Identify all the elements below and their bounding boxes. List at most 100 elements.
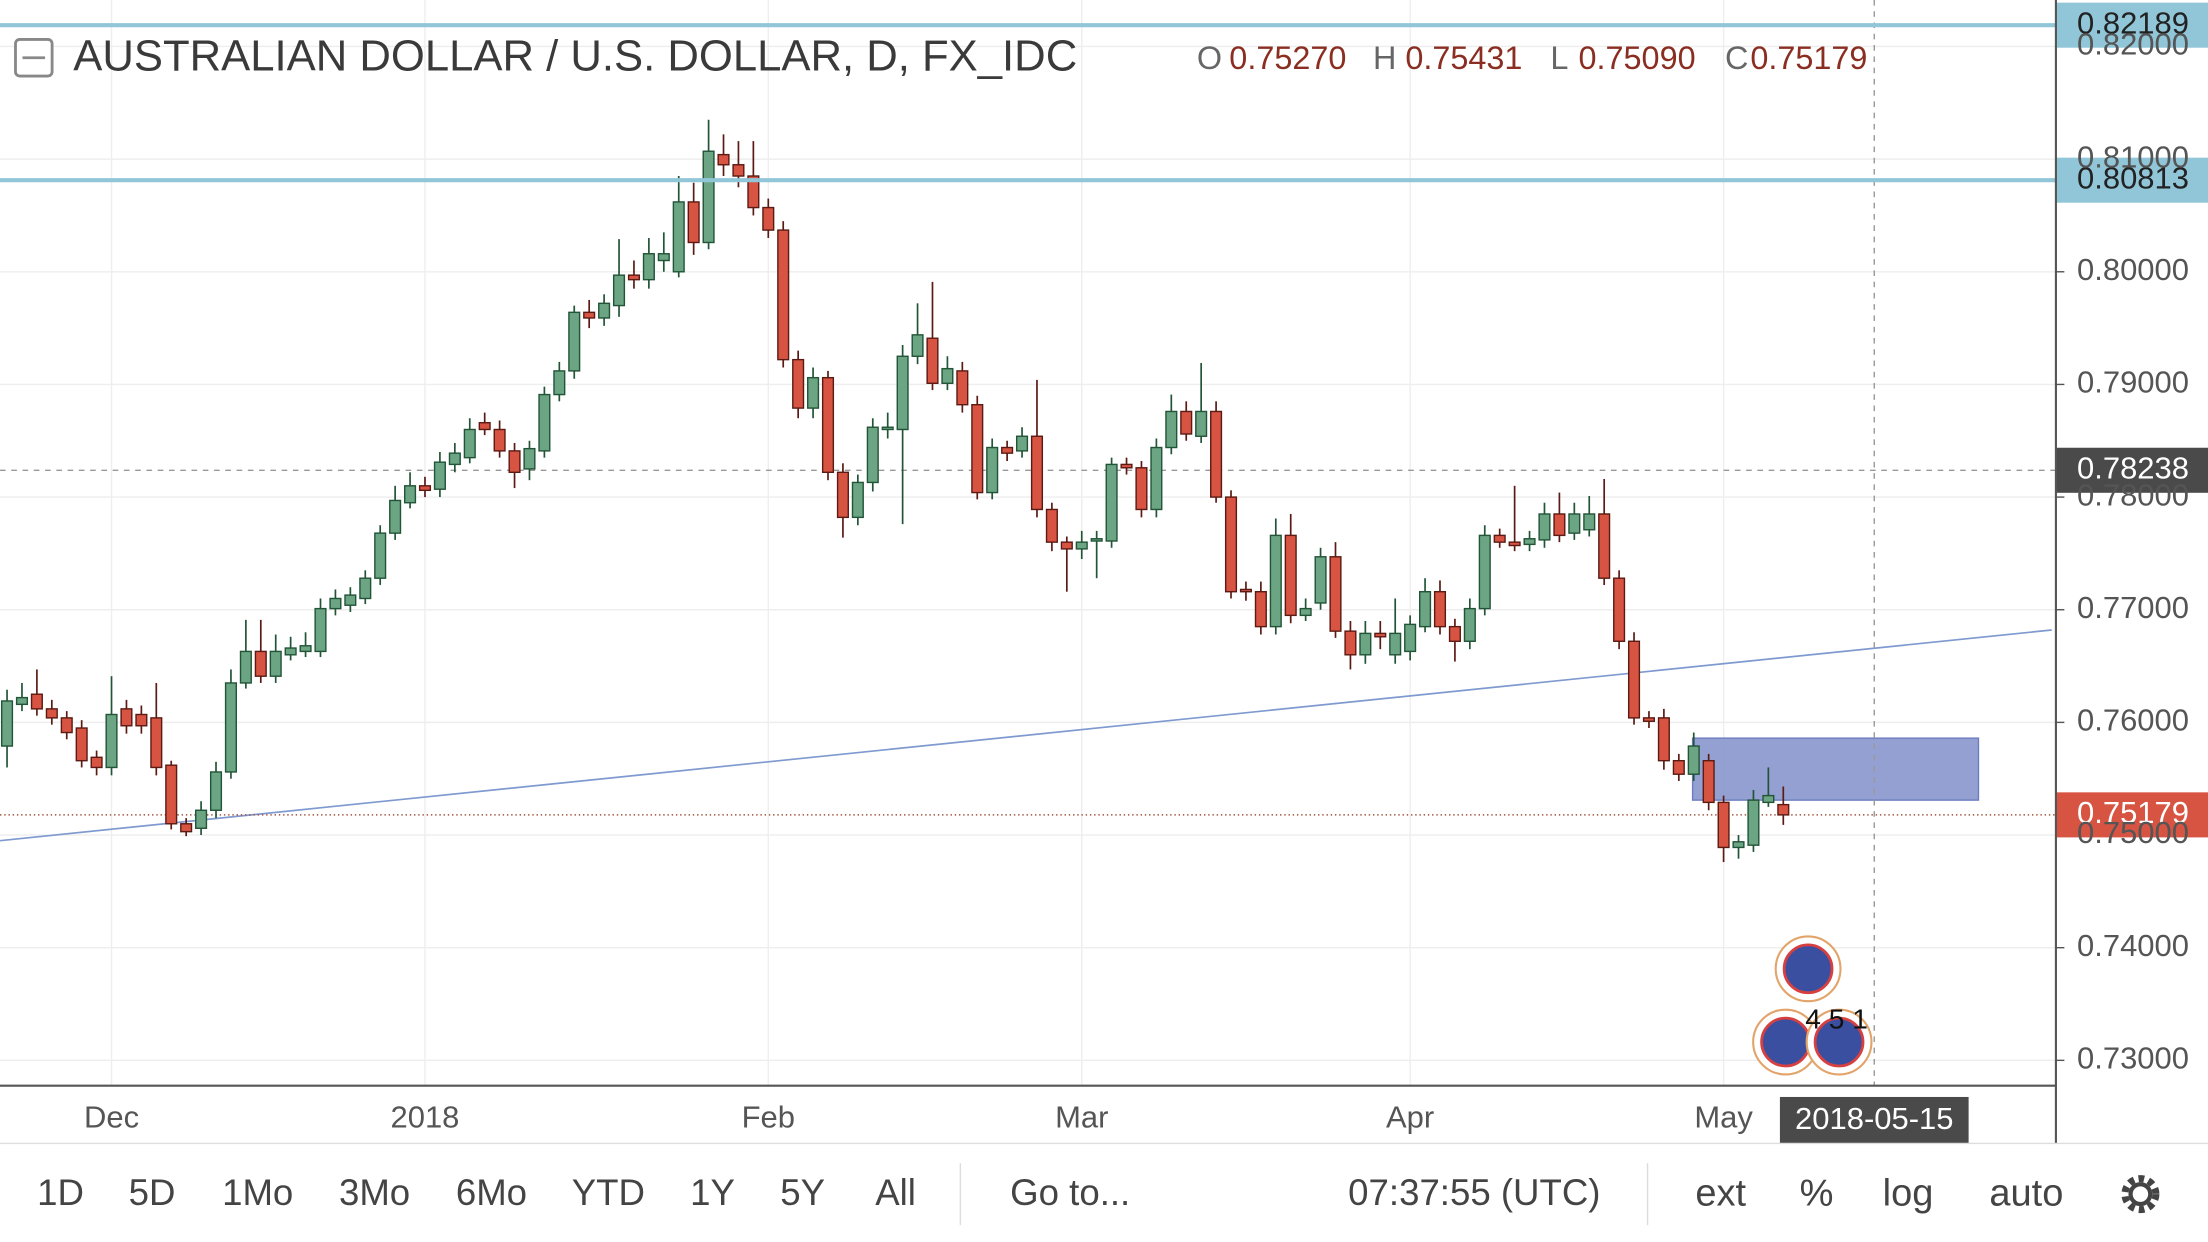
candle-body <box>986 446 999 494</box>
option-button[interactable]: log <box>1883 1173 1934 1215</box>
candle-body <box>672 201 685 273</box>
x-tick-label: 2018 <box>391 1100 460 1135</box>
range-button[interactable]: 3Mo <box>339 1172 410 1213</box>
y-tick-label: 0.77000 <box>2077 590 2189 625</box>
candle-body <box>807 376 820 409</box>
candle-body <box>1419 591 1432 628</box>
candle-body <box>657 253 670 262</box>
candle-body <box>1060 541 1073 550</box>
legend-value: 0.75090 <box>1579 40 1696 76</box>
candle-body <box>135 713 148 727</box>
y-tick-label: 0.81000 <box>2077 139 2189 174</box>
candle-body <box>418 485 432 492</box>
candle-body <box>75 727 88 762</box>
option-button[interactable]: auto <box>1989 1173 2063 1215</box>
candle-body <box>538 393 551 452</box>
event-flag <box>1782 943 1834 995</box>
candle-body <box>1329 556 1342 632</box>
y-tick-label: 0.74000 <box>2077 928 2189 963</box>
candle-body <box>1314 556 1327 604</box>
candle-body <box>30 693 43 710</box>
candle-body <box>747 175 760 209</box>
candles <box>0 119 1790 863</box>
y-tick-label: 0.76000 <box>2077 703 2189 738</box>
candle-body <box>314 607 327 653</box>
y-tick-label: 0.80000 <box>2077 252 2189 287</box>
candle-body <box>344 594 357 606</box>
trendline <box>0 629 2052 842</box>
option-button[interactable]: % <box>1800 1173 1834 1215</box>
candle-body <box>493 428 506 452</box>
settings-icon[interactable] <box>2121 1175 2160 1214</box>
range-button[interactable]: 5D <box>129 1172 176 1213</box>
candle-body <box>866 426 879 484</box>
y-tick-label: 0.82000 <box>2077 27 2189 62</box>
candle-body <box>1657 717 1670 762</box>
candle-body <box>732 164 745 177</box>
candle-body <box>1210 410 1223 498</box>
option-button[interactable]: ext <box>1695 1173 1746 1215</box>
candle-body <box>1344 630 1357 656</box>
price-label: 0.75179 <box>2077 795 2189 830</box>
candle-body <box>1180 410 1193 435</box>
candle-body <box>553 370 566 396</box>
candle-body <box>1299 607 1312 617</box>
candle-body <box>1672 759 1685 775</box>
candle-body <box>836 471 849 519</box>
candle-body <box>463 428 476 459</box>
price-label: 0.82189 <box>2077 5 2189 40</box>
candle-body <box>329 597 342 610</box>
candle-body <box>105 713 118 769</box>
goto-button[interactable]: Go to... <box>1010 1172 1130 1213</box>
candle-body <box>1001 446 1014 454</box>
range-button[interactable]: All <box>875 1172 916 1213</box>
candle-body <box>299 645 312 653</box>
price-label-box <box>2055 792 2208 838</box>
candle-body <box>404 485 417 504</box>
range-button[interactable]: YTD <box>572 1172 645 1213</box>
candle-body <box>1404 623 1417 653</box>
legend-value: 0.75179 <box>1750 40 1867 76</box>
candle-body <box>1642 717 1656 722</box>
candle-body <box>1374 632 1387 638</box>
candle-body <box>1523 538 1536 546</box>
x-tick-label: Feb <box>742 1100 795 1135</box>
candle-body <box>195 809 208 829</box>
range-button[interactable]: 1D <box>37 1172 84 1213</box>
range-button[interactable]: 6Mo <box>456 1172 527 1213</box>
range-button[interactable]: 5Y <box>780 1172 825 1213</box>
candle-body <box>612 274 626 307</box>
candle-body <box>687 201 700 244</box>
candle-body <box>1463 607 1476 642</box>
x-tick-label: Mar <box>1055 1100 1108 1135</box>
range-button[interactable]: 1Y <box>690 1172 735 1213</box>
candle-body <box>792 358 805 409</box>
overlay: O 0.75270 H 0.75431 L 0.75090 C 0.751790.821890… <box>0 2 2208 1144</box>
candle-body <box>523 447 536 470</box>
price-label-box <box>2055 157 2208 203</box>
candle-body <box>433 461 446 490</box>
candle-body <box>1135 467 1148 511</box>
candle-body <box>1015 435 1029 452</box>
clock[interactable]: 07:37:55 (UTC) <box>1348 1172 1600 1213</box>
x-tick-label: Apr <box>1386 1100 1434 1135</box>
y-tick-label: 0.73000 <box>2077 1041 2189 1076</box>
candle-body <box>881 426 894 431</box>
range-button[interactable]: 1Mo <box>222 1172 293 1213</box>
candle-body <box>448 452 461 466</box>
candle-body <box>269 650 282 677</box>
candle-body <box>478 422 491 431</box>
candle-body <box>1598 513 1611 579</box>
legend-key: C <box>1725 40 1748 76</box>
candle-body <box>165 764 178 825</box>
price-label-box <box>2055 447 2208 493</box>
candle-body <box>1627 640 1641 719</box>
legend-key: O <box>1197 40 1222 76</box>
grid <box>0 0 2065 1086</box>
candle-body <box>1165 410 1178 449</box>
candle-body <box>1269 534 1282 628</box>
candle-body <box>702 150 715 244</box>
candle-body <box>1747 799 1760 846</box>
candle-body <box>209 771 223 811</box>
